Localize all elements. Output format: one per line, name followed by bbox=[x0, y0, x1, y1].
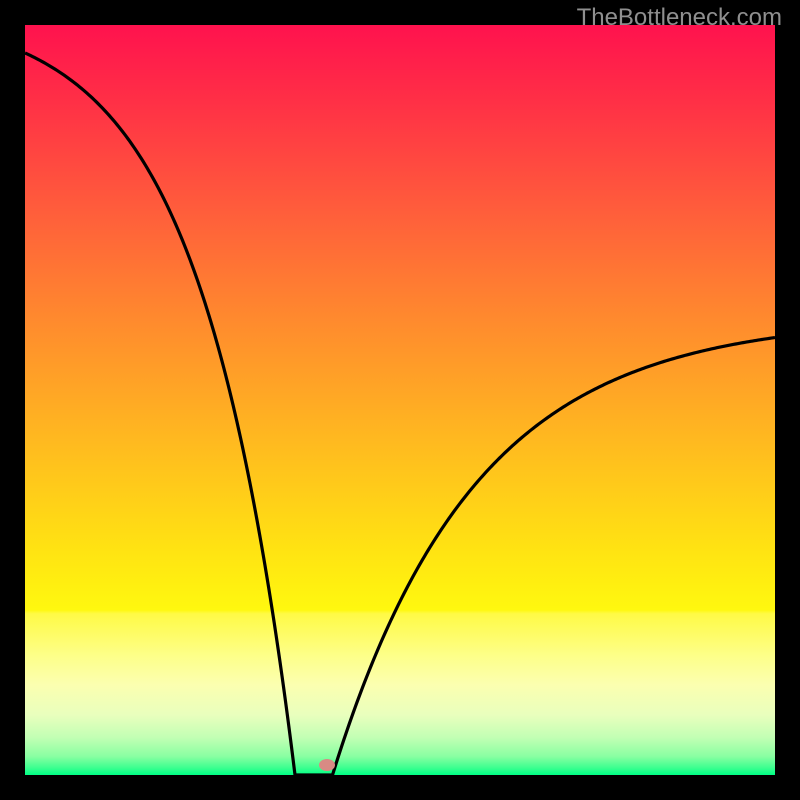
chart-container: TheBottleneck.com bbox=[0, 0, 800, 800]
plot-area bbox=[25, 25, 775, 775]
bottleneck-curve bbox=[25, 25, 775, 775]
watermark-text: TheBottleneck.com bbox=[577, 4, 782, 32]
